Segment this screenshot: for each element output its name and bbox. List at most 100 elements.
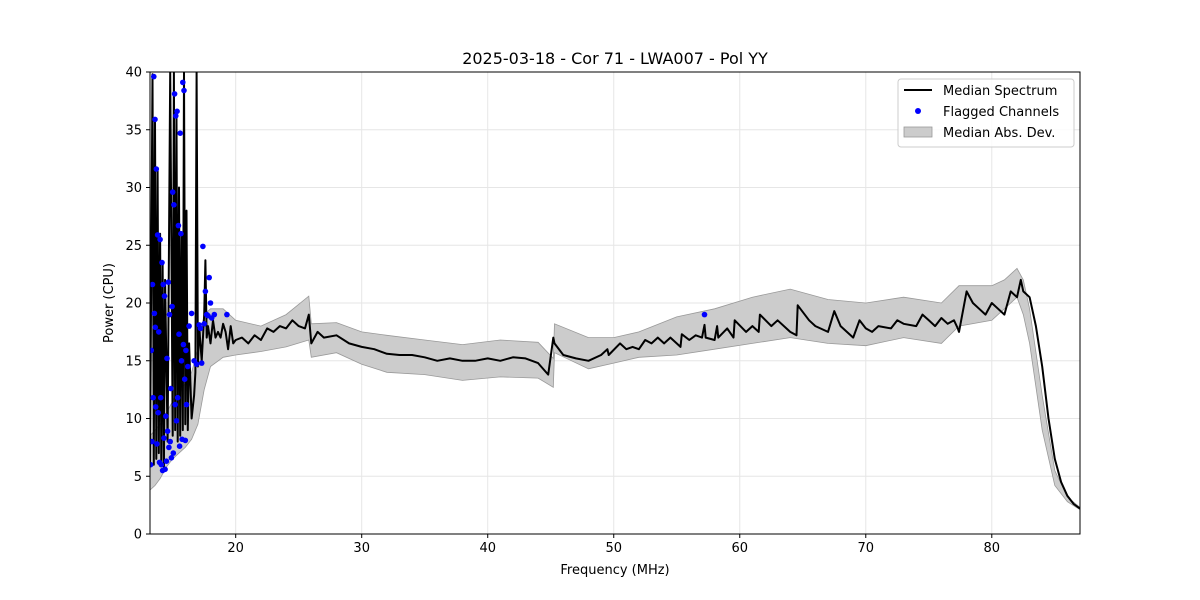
flagged-channel-point <box>175 222 182 229</box>
flagged-channel-point <box>183 401 190 408</box>
flagged-channel-point <box>181 376 188 383</box>
flagged-channel-point <box>197 325 204 332</box>
legend-box <box>897 78 1075 148</box>
flagged-channel-point <box>161 293 168 299</box>
flagged-channel-point <box>177 130 183 136</box>
flagged-channel-point <box>157 236 163 243</box>
flagged-channel-point <box>200 243 206 250</box>
y-axis-ticks: 0 5 10 15 20 25 30 35 40 <box>125 66 150 543</box>
flagged-channel-point <box>150 438 155 445</box>
flagged-channel-point <box>163 413 169 420</box>
flagged-channel-point <box>168 455 175 461</box>
flagged-channel-point <box>186 323 192 329</box>
flagged-channel-point <box>185 363 191 370</box>
flagged-channel-point <box>166 444 172 451</box>
flagged-channel-point <box>155 409 161 416</box>
y-tick-label: 15 <box>125 354 142 369</box>
y-tick-label: 0 <box>134 528 142 543</box>
flagged-channel-point <box>159 259 165 266</box>
flagged-channel-point <box>174 108 180 115</box>
flagged-channel-point <box>171 202 177 208</box>
flagged-channel-point <box>172 401 178 408</box>
flagged-channel-point <box>180 79 186 86</box>
x-tick-label: 40 <box>479 541 496 556</box>
flagged-channel-points <box>150 73 708 474</box>
x-axis-label: Frequency (MHz) <box>560 563 669 578</box>
y-tick-label: 25 <box>125 239 142 254</box>
y-tick-label: 20 <box>125 297 142 312</box>
flagged-channel-point <box>182 437 189 444</box>
flagged-channel-point <box>166 311 173 318</box>
chart-title: 2025-03-18 - Cor 71 - LWA007 - Pol YY <box>462 49 768 68</box>
flagged-channel-point <box>176 443 183 450</box>
x-tick-label: 20 <box>227 541 244 556</box>
y-tick-label: 10 <box>125 412 142 427</box>
flagged-channel-point <box>151 73 157 80</box>
flagged-channel-point <box>152 404 159 410</box>
flagged-channel-point <box>154 441 160 447</box>
y-tick-label: 40 <box>125 66 142 81</box>
flagged-channel-point <box>198 360 205 366</box>
flagged-channel-point <box>150 461 154 468</box>
flagged-channel-point <box>181 87 187 94</box>
flagged-channel-point <box>169 189 176 195</box>
flagged-channel-point <box>152 116 158 123</box>
median-spectrum-line <box>150 72 1080 510</box>
flagged-channel-point <box>152 324 159 331</box>
flagged-channel-point <box>206 274 212 281</box>
flagged-channel-point <box>201 321 207 327</box>
x-tick-label: 60 <box>731 541 748 556</box>
y-tick-label: 30 <box>125 181 142 196</box>
flagged-channel-point <box>224 311 230 318</box>
legend-median-label: Median Spectrum <box>943 84 1057 99</box>
legend: Median Spectrum Flagged Channels Median … <box>897 78 1075 148</box>
flagged-channel-point <box>154 232 161 238</box>
flagged-channel-point <box>176 331 182 338</box>
flagged-channel-point <box>150 394 156 401</box>
flagged-channel-point <box>150 347 155 354</box>
y-tick-label: 5 <box>134 470 142 485</box>
legend-mad-swatch <box>903 126 933 138</box>
flagged-channel-point <box>165 279 172 286</box>
flagged-channel-point <box>151 310 158 317</box>
flagged-channel-point <box>178 230 184 237</box>
x-tick-label: 30 <box>353 541 370 556</box>
flagged-channel-point <box>207 300 214 306</box>
flagged-channel-point <box>164 428 171 435</box>
flagged-channel-point <box>168 385 174 392</box>
flagged-channel-point <box>180 341 187 348</box>
flagged-channel-point <box>178 358 185 364</box>
flagged-channel-point <box>170 450 177 456</box>
legend-flagged-swatch <box>915 108 921 114</box>
y-tick-label: 35 <box>125 123 142 138</box>
flagged-channel-point <box>173 113 179 119</box>
x-axis-ticks: 20 30 40 50 60 70 80 <box>227 534 1000 556</box>
x-tick-label: 80 <box>984 541 1001 556</box>
legend-flagged-label: Flagged Channels <box>943 105 1059 120</box>
flagged-channel-point <box>173 418 180 424</box>
flagged-channel-point <box>163 458 170 465</box>
flagged-channel-point <box>153 166 160 172</box>
flagged-channel-point <box>171 91 178 97</box>
flagged-channel-point <box>157 394 164 401</box>
flagged-channel-point <box>167 438 173 445</box>
mad-band <box>150 267 1080 511</box>
flagged-channel-point <box>701 311 708 318</box>
flagged-channel-point <box>162 466 168 473</box>
flagged-channel-point <box>158 461 165 468</box>
x-tick-label: 50 <box>605 541 622 556</box>
legend-mad-label: Median Abs. Dev. <box>943 126 1055 141</box>
flagged-channel-point <box>160 281 166 288</box>
flagged-channel-point <box>150 281 156 288</box>
flagged-channel-point <box>193 361 200 368</box>
flagged-channel-point <box>211 311 218 318</box>
y-axis-label: Power (CPU) <box>102 263 117 343</box>
flagged-channel-point <box>161 435 167 441</box>
plot-area <box>150 72 1080 511</box>
flagged-channel-point <box>188 310 195 317</box>
flagged-channel-point <box>156 329 162 335</box>
flagged-channel-point <box>169 303 175 310</box>
flagged-channel-point <box>174 394 181 401</box>
x-tick-label: 70 <box>857 541 874 556</box>
